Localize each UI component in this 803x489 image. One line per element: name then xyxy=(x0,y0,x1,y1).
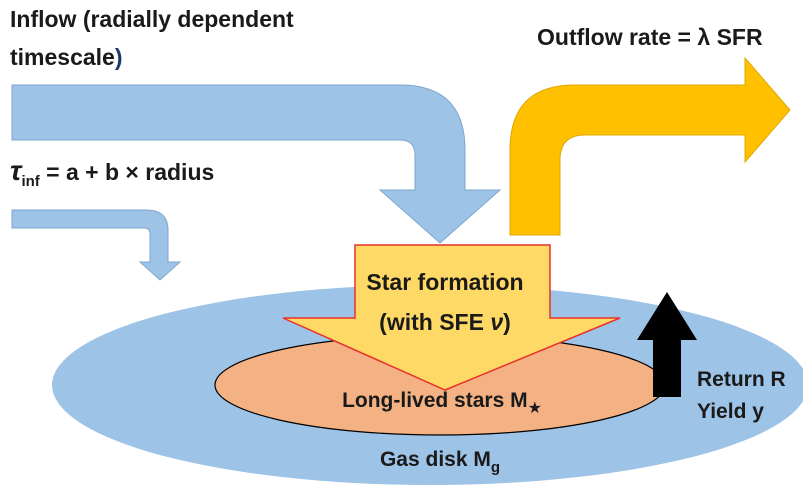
tau-formula: = a + b × radius xyxy=(40,159,215,185)
outflow-label: Outflow rate = λ SFR xyxy=(537,24,763,50)
inflow-arrow xyxy=(11,84,502,244)
star-formation-label: Star formation xyxy=(366,269,523,295)
inflow-label-2: timescale) xyxy=(10,44,123,70)
timescale-label: τinf = a + b × radius xyxy=(10,155,214,190)
inflow-label: Inflow (radially dependent xyxy=(10,6,294,32)
gas-text: Gas disk M xyxy=(380,448,491,471)
yield-label: Yield y xyxy=(697,400,764,423)
sfe-text: (with SFE xyxy=(379,309,490,335)
inflow-label-paren: ) xyxy=(115,44,123,70)
star-formation-sfe: (with SFE ν) xyxy=(379,309,511,335)
star-formation-arrow xyxy=(282,244,621,391)
stars-label: Long-lived stars M★ xyxy=(342,389,542,417)
outflow-text: Outflow rate = xyxy=(537,24,697,50)
tau-subscript: inf xyxy=(21,173,40,190)
outflow-arrow xyxy=(509,56,791,236)
stars-subscript: ★ xyxy=(528,400,542,417)
gas-subscript: g xyxy=(491,459,500,476)
gas-label: Gas disk Mg xyxy=(380,448,500,476)
small-inflow-arrow xyxy=(11,209,182,281)
inflow-label-text: timescale xyxy=(10,44,115,70)
tau-symbol: τ xyxy=(10,155,23,186)
stars-text: Long-lived stars M xyxy=(342,389,528,412)
sfe-end: ) xyxy=(503,309,511,335)
return-arrow xyxy=(637,292,697,397)
outflow-rest: SFR xyxy=(710,24,763,50)
return-label: Return R xyxy=(697,368,786,391)
sfe-nu: ν xyxy=(490,309,503,335)
outflow-lambda: λ xyxy=(697,24,710,50)
